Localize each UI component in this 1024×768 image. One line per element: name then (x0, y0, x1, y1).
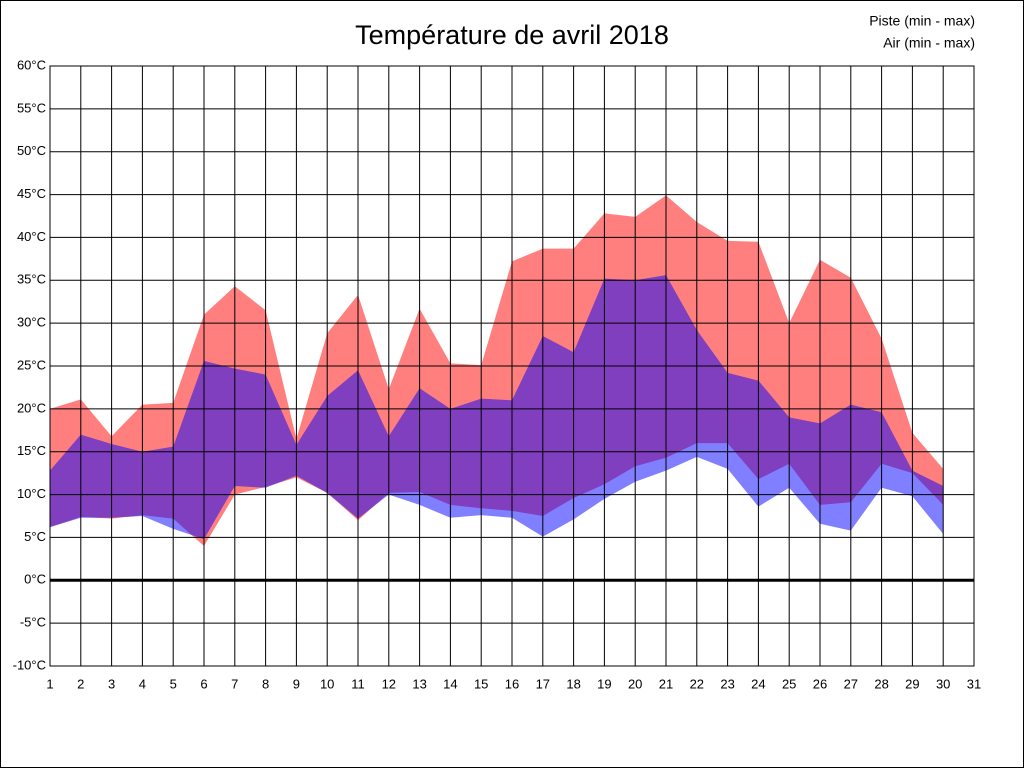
x-tick-label: 7 (231, 676, 238, 691)
y-tick-label: 0°C (24, 572, 46, 587)
legend-label: Piste (min - max) (869, 13, 975, 29)
y-tick-label: 20°C (17, 400, 46, 415)
x-tick-label: 12 (382, 676, 396, 691)
y-tick-label: 55°C (17, 100, 46, 115)
x-tick-label: 31 (967, 676, 981, 691)
x-tick-label: 30 (936, 676, 950, 691)
x-tick-label: 11 (351, 676, 365, 691)
y-tick-label: 5°C (24, 529, 46, 544)
x-tick-label: 24 (751, 676, 765, 691)
x-tick-label: 25 (782, 676, 796, 691)
x-tick-label: 1 (46, 676, 53, 691)
y-tick-label: 60°C (17, 57, 46, 72)
y-tick-label: -5°C (20, 615, 46, 630)
x-tick-label: 15 (474, 676, 488, 691)
x-tick-label: 4 (139, 676, 146, 691)
x-tick-label: 6 (200, 676, 207, 691)
y-tick-label: 50°C (17, 143, 46, 158)
x-tick-label: 22 (690, 676, 704, 691)
x-tick-label: 29 (905, 676, 919, 691)
y-tick-label: 40°C (17, 229, 46, 244)
y-tick-label: 45°C (17, 186, 46, 201)
x-tick-label: 8 (262, 676, 269, 691)
x-tick-label: 10 (320, 676, 334, 691)
x-tick-label: 2 (77, 676, 84, 691)
y-tick-label: 30°C (17, 315, 46, 330)
x-tick-label: 9 (293, 676, 300, 691)
plot-border (49, 65, 975, 667)
y-tick-label: 10°C (17, 486, 46, 501)
x-tick-label: 21 (659, 676, 673, 691)
y-tick-label: 35°C (17, 272, 46, 287)
x-tick-label: 18 (566, 676, 580, 691)
x-tick-label: 5 (170, 676, 177, 691)
x-tick-label: 3 (108, 676, 115, 691)
x-tick-label: 17 (536, 676, 550, 691)
x-tick-label: 19 (597, 676, 611, 691)
y-tick-label: 15°C (17, 443, 46, 458)
x-tick-label: 13 (412, 676, 426, 691)
x-tick-label: 28 (874, 676, 888, 691)
x-tick-label: 27 (844, 676, 858, 691)
x-tick-label: 16 (505, 676, 519, 691)
x-tick-label: 20 (628, 676, 642, 691)
chart-title: Température de avril 2018 (355, 20, 669, 50)
legend-label: Air (min - max) (883, 35, 975, 51)
x-tick-label: 26 (813, 676, 827, 691)
y-tick-label: 25°C (17, 357, 46, 372)
x-tick-label: 23 (720, 676, 734, 691)
x-tick-label: 14 (443, 676, 457, 691)
y-tick-label: -10°C (13, 657, 46, 672)
range-area (50, 275, 944, 540)
